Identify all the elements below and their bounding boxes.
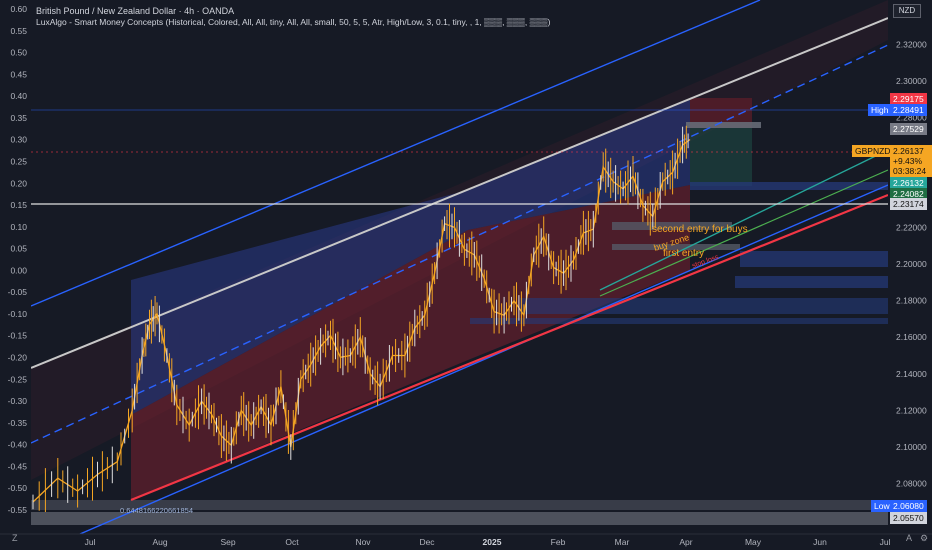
- right-axis-tick: 2.10000: [896, 442, 927, 452]
- left-axis-tick: -0.05: [8, 287, 28, 297]
- left-axis-tick: -0.15: [8, 331, 28, 341]
- right-axis-tick: 2.18000: [896, 296, 927, 306]
- left-axis-tick: -0.25: [8, 374, 28, 384]
- right-axis-tick: 2.20000: [896, 259, 927, 269]
- left-axis-tick: 0.60: [10, 4, 27, 14]
- fib-value-annotation: 0.6448166220661854: [120, 506, 193, 515]
- gray-box: [612, 244, 740, 250]
- order-block: [690, 182, 888, 190]
- high-label-tag: High: [868, 104, 892, 116]
- lower-channel-red: [130, 193, 888, 502]
- auto-scale-icon[interactable]: A: [906, 533, 913, 543]
- low-zone-box: [31, 500, 888, 510]
- lower-channel-blue: [79, 184, 888, 534]
- right-axis-tick: 2.32000: [896, 39, 927, 49]
- gray-price-tag: 2.27529: [890, 123, 927, 135]
- gear-icon[interactable]: ⚙: [920, 533, 929, 543]
- zoom-icon[interactable]: Z: [12, 533, 18, 543]
- left-axis-tick: -0.40: [8, 440, 28, 450]
- left-axis-tick: -0.10: [8, 309, 28, 319]
- red-price-tag: 2.29175: [890, 93, 927, 105]
- x-axis-tick: Nov: [355, 537, 371, 547]
- right-axis-panel: [888, 0, 932, 534]
- right-axis-tick: 2.28000: [896, 113, 927, 123]
- premium-zone-fill: [131, 100, 690, 415]
- left-axis-tick: -0.50: [8, 483, 28, 493]
- left-axis-tick: -0.30: [8, 396, 28, 406]
- x-axis-tick: 2025: [483, 537, 502, 547]
- candle-ticks: [32, 125, 689, 512]
- order-block: [470, 318, 888, 324]
- white-price-tag: 2.23174: [890, 198, 927, 210]
- left-axis-tick: 0.55: [10, 26, 27, 36]
- x-axis-tick: Jul: [880, 537, 891, 547]
- right-axis-tick: 2.12000: [896, 405, 927, 415]
- left-axis-tick: 0.05: [10, 244, 27, 254]
- target-zone-box: [690, 128, 752, 186]
- order-block: [740, 251, 888, 267]
- chart-title: British Pound / New Zealand Dollar · 4h …: [36, 6, 235, 16]
- second-entry-annotation: second entry for buys: [652, 224, 748, 235]
- right-axis-tick: 2.16000: [896, 332, 927, 342]
- right-axis-tick: 2.08000: [896, 479, 927, 489]
- low-zone-box: [31, 512, 888, 525]
- right-axis-tick: 2.22000: [896, 222, 927, 232]
- x-axis: Jul Aug Sep Oct Nov Dec 2025 Feb Mar Apr May Jun Jul: [85, 537, 891, 547]
- gray-box: [612, 222, 732, 230]
- x-axis-tick: Jul: [85, 537, 96, 547]
- x-axis-tick: Feb: [551, 537, 566, 547]
- x-axis-panel: [0, 534, 932, 550]
- teal-price-tag: 2.26132: [890, 177, 927, 189]
- x-axis-tick: Aug: [152, 537, 167, 547]
- order-block: [735, 276, 888, 288]
- symbol-tag: GBPNZD: [852, 145, 894, 157]
- left-axis-tick: 0.40: [10, 91, 27, 101]
- x-axis-tick: Sep: [220, 537, 235, 547]
- left-axis-tick: 0.15: [10, 200, 27, 210]
- bar-countdown: 03:38:24: [893, 166, 927, 176]
- current-price-tag: 2.26137 +9.43% 03:38:24: [890, 145, 932, 177]
- x-axis-tick: Oct: [285, 537, 299, 547]
- left-axis-tick: 0.10: [10, 222, 27, 232]
- left-axis-tick: -0.20: [8, 353, 28, 363]
- x-axis-tick: Apr: [679, 537, 692, 547]
- gray-box: [686, 122, 761, 128]
- left-axis-tick: -0.45: [8, 461, 28, 471]
- left-axis: 0.60 0.55 0.50 0.45 0.40 0.35 0.30 0.25 0.20 0.15…: [8, 4, 28, 515]
- order-block: [520, 298, 888, 314]
- first-entry-annotation: first entry: [663, 248, 704, 259]
- left-axis-tick: -0.35: [8, 418, 28, 428]
- left-axis-tick: 0.00: [10, 265, 27, 275]
- right-axis-tick: 2.14000: [896, 369, 927, 379]
- green-line: [599, 169, 888, 297]
- low2-price-tag: 2.05570: [890, 512, 927, 524]
- left-axis-tick: 0.50: [10, 48, 27, 58]
- left-axis-tick: 0.35: [10, 113, 27, 123]
- green-price-tag: 2.24082: [890, 188, 927, 200]
- left-axis-tick: 0.20: [10, 178, 27, 188]
- left-axis-tick: 0.25: [10, 157, 27, 167]
- x-axis-tick: May: [745, 537, 762, 547]
- currency-button[interactable]: NZD: [893, 4, 921, 18]
- price-change-value: +9.43%: [893, 156, 923, 166]
- right-axis-tick: 2.30000: [896, 76, 927, 86]
- low-label-tag: Low: [871, 500, 893, 512]
- low-price-tag: 2.06080: [890, 500, 927, 512]
- x-axis-tick: Dec: [419, 537, 435, 547]
- x-axis-tick: Jun: [813, 537, 827, 547]
- high-price-tag: 2.28491: [890, 104, 927, 116]
- left-axis-tick: 0.30: [10, 135, 27, 145]
- teal-line: [599, 149, 888, 291]
- upper-channel-line: [31, 0, 761, 307]
- indicator-label: LuxAlgo - Smart Money Concepts (Historic…: [36, 17, 551, 27]
- current-price-value: 2.26137: [893, 146, 924, 156]
- left-axis-tick: -0.55: [8, 505, 28, 515]
- white-trend-line: [31, 17, 888, 369]
- x-axis-tick: Mar: [615, 537, 630, 547]
- left-axis-tick: 0.45: [10, 69, 27, 79]
